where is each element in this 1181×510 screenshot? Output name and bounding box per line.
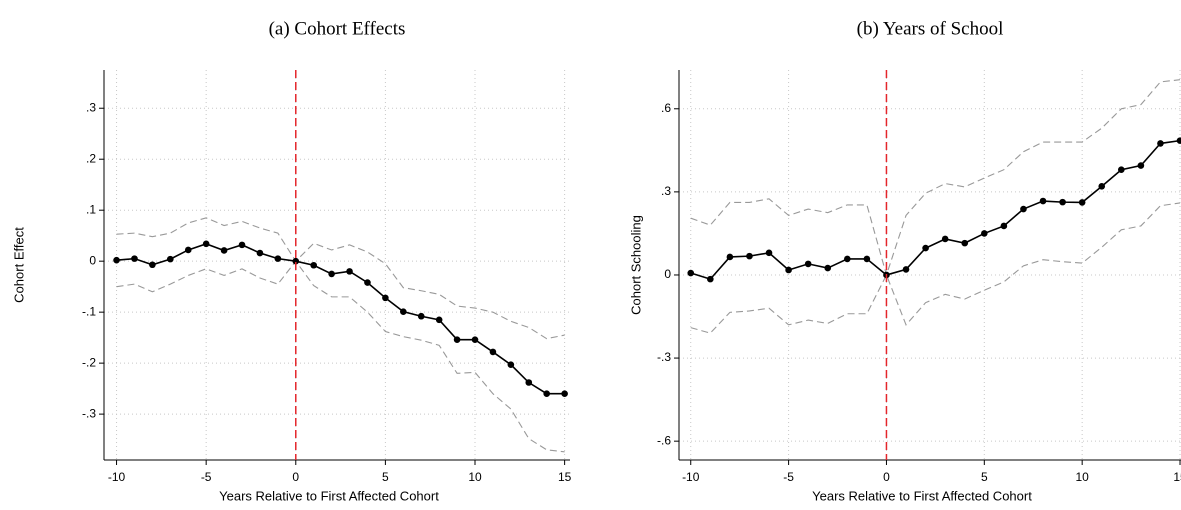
y-tick-label: 0	[89, 253, 96, 267]
y-tick-label: -.3	[82, 406, 96, 420]
x-tick-label: -5	[201, 470, 212, 484]
estimate-point	[346, 268, 353, 275]
estimate-point	[707, 275, 714, 283]
y-tick-label: 0	[664, 267, 671, 281]
estimate-point	[1059, 198, 1066, 206]
estimate-line	[116, 242, 565, 395]
x-tick-label: 15	[558, 470, 572, 484]
estimate-point	[863, 255, 871, 263]
estimate-point	[1118, 166, 1125, 174]
y-axis-label: Cohort Schooling	[628, 215, 643, 315]
estimate-point	[400, 308, 407, 315]
y-tick-label: -.2	[82, 355, 96, 369]
y-tick-label: -.1	[82, 304, 96, 318]
x-tick-label: 15	[1173, 470, 1181, 484]
estimate-point	[746, 252, 753, 260]
estimate-point	[310, 261, 318, 269]
estimate-point	[961, 239, 969, 247]
estimate-point	[525, 379, 533, 386]
y-axis-label: Cohort Effect	[11, 227, 26, 303]
estimate-point	[543, 390, 550, 398]
y-tick-label: .1	[86, 202, 96, 216]
panel-title: (a) Cohort Effects	[269, 18, 406, 39]
estimate-point	[507, 361, 515, 368]
x-tick-label: -10	[108, 470, 126, 484]
estimate-point	[981, 230, 988, 237]
estimate-point	[453, 336, 461, 343]
y-tick-label: .3	[661, 184, 671, 198]
estimate-point	[726, 253, 734, 261]
estimate-point	[1078, 199, 1086, 206]
estimate-point	[274, 255, 282, 262]
estimate-point	[1176, 137, 1181, 144]
x-axis-label: Years Relative to First Affected Cohort	[219, 488, 439, 503]
estimate-point	[202, 240, 210, 248]
estimate-point	[184, 246, 192, 254]
estimate-point	[1020, 205, 1027, 213]
estimate-point	[824, 264, 832, 272]
ci-line	[116, 217, 565, 340]
y-tick-label: .6	[661, 101, 671, 115]
x-tick-label: -10	[682, 470, 700, 484]
estimate-point	[292, 257, 300, 265]
y-tick-label: -.3	[657, 350, 671, 364]
estimate-line	[690, 139, 1181, 281]
estimate-point	[489, 348, 497, 356]
x-tick-label: 5	[382, 470, 389, 484]
estimate-point	[941, 235, 949, 243]
estimate-point	[131, 255, 138, 262]
estimate-point	[765, 249, 773, 257]
y-tick-label: .2	[86, 151, 96, 165]
estimate-point	[922, 244, 929, 252]
estimate-point	[1098, 183, 1106, 190]
estimate-point	[238, 241, 246, 249]
x-tick-label: 5	[981, 470, 988, 484]
estimate-point	[364, 279, 371, 286]
panel-title: (b) Years of School	[857, 18, 1004, 39]
estimate-point	[328, 270, 335, 278]
x-tick-label: 0	[292, 470, 299, 484]
estimate-point	[902, 266, 910, 273]
estimate-point	[844, 255, 851, 263]
x-tick-label: 0	[883, 470, 890, 484]
estimate-point	[435, 316, 443, 324]
y-tick-label: -.6	[657, 433, 671, 447]
x-tick-label: 10	[468, 470, 482, 484]
estimate-point	[687, 269, 695, 277]
y-tick-label: .3	[86, 100, 96, 114]
estimate-point	[417, 312, 425, 320]
estimate-point	[113, 256, 120, 264]
estimate-point	[1000, 222, 1008, 230]
x-tick-label: -5	[783, 470, 794, 484]
ci-line	[116, 260, 565, 453]
estimate-point	[256, 249, 264, 257]
estimate-point	[382, 294, 389, 302]
estimate-point	[1137, 162, 1145, 169]
estimate-point	[1039, 197, 1047, 205]
ci-line	[690, 79, 1181, 277]
x-tick-label: 10	[1075, 470, 1089, 484]
ci-line	[690, 202, 1181, 334]
x-axis-label: Years Relative to First Affected Cohort	[812, 488, 1032, 503]
estimate-point	[167, 255, 174, 263]
estimate-point	[804, 260, 812, 268]
estimate-point	[471, 336, 479, 343]
estimate-point	[220, 247, 228, 254]
estimate-point	[561, 390, 568, 398]
estimate-point	[1157, 140, 1164, 147]
estimate-point	[149, 261, 156, 269]
estimate-point	[785, 266, 792, 274]
